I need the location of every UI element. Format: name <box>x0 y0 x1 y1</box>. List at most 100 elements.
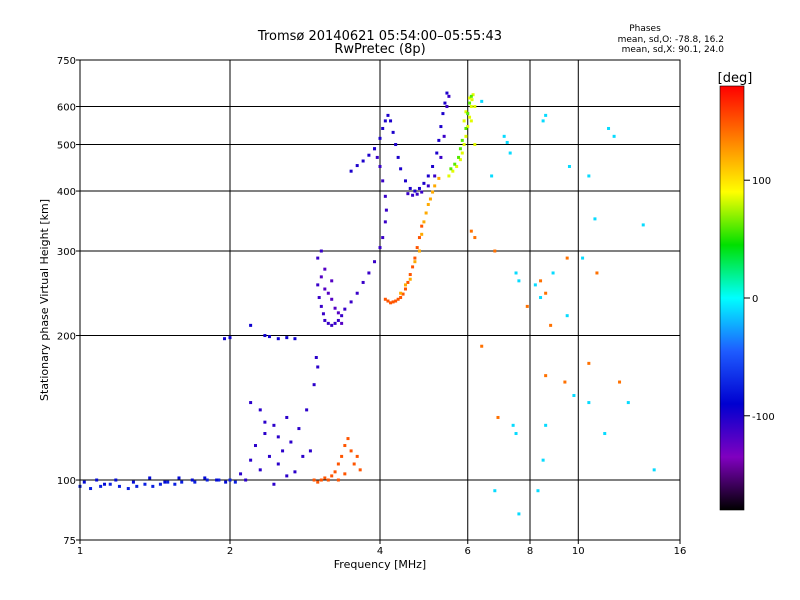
data-point <box>312 478 316 482</box>
data-point <box>373 260 377 264</box>
data-point <box>272 482 276 486</box>
data-point <box>340 314 344 318</box>
data-point <box>276 462 280 466</box>
data-point <box>408 273 412 277</box>
colorbar: [deg] 100 0 -100 <box>718 71 775 511</box>
data-point <box>383 194 387 198</box>
data-point <box>480 344 484 348</box>
data-point <box>316 365 320 369</box>
data-point <box>468 96 472 100</box>
data-point <box>297 427 301 431</box>
y-tick-label: 75 <box>63 536 76 547</box>
data-point <box>413 260 417 264</box>
data-point <box>612 134 616 138</box>
data-point <box>228 336 232 340</box>
data-point <box>420 224 424 228</box>
data-point <box>289 440 293 444</box>
data-point <box>355 291 359 295</box>
data-point <box>473 105 477 109</box>
data-point <box>381 126 385 130</box>
phases-heading: Phases <box>629 24 661 34</box>
data-point <box>249 401 253 405</box>
y-tick-label: 300 <box>57 247 76 258</box>
data-point <box>319 478 323 482</box>
data-point <box>389 301 393 305</box>
y-tick-label: 400 <box>57 187 76 198</box>
data-point <box>373 147 377 151</box>
data-point <box>223 337 227 341</box>
data-point <box>493 249 497 253</box>
data-point <box>323 267 327 271</box>
data-point <box>541 458 545 462</box>
data-point <box>514 432 518 436</box>
y-axis-label: Stationary phase Virtual Height [km] <box>38 199 51 401</box>
data-point <box>426 174 430 178</box>
data-point <box>413 189 417 193</box>
data-point <box>323 476 327 480</box>
data-point <box>480 99 484 103</box>
data-point <box>587 361 591 365</box>
data-point <box>228 478 232 482</box>
data-point <box>95 478 99 482</box>
data-point <box>399 296 403 300</box>
data-point <box>415 246 419 250</box>
data-point <box>378 246 382 250</box>
data-point <box>378 164 382 168</box>
data-point <box>466 112 470 116</box>
data-point <box>428 197 432 201</box>
data-point <box>333 470 337 474</box>
data-point <box>148 476 152 480</box>
data-point <box>396 297 400 301</box>
data-point <box>249 458 253 462</box>
data-point <box>424 211 428 215</box>
data-point <box>180 480 184 484</box>
data-point <box>544 423 548 427</box>
data-point <box>131 480 135 484</box>
data-point <box>462 119 466 123</box>
data-point <box>469 229 473 233</box>
data-point <box>517 512 521 516</box>
data-point <box>343 307 347 311</box>
data-point <box>470 98 474 102</box>
data-point <box>151 484 155 488</box>
x-tick-label: 16 <box>674 546 687 557</box>
data-point <box>464 134 468 138</box>
data-point <box>316 256 320 260</box>
data-point <box>581 256 585 260</box>
x-axis-label: Frequency [MHz] <box>334 558 426 571</box>
data-point <box>514 271 518 275</box>
data-point <box>263 334 267 338</box>
x-tick-label: 8 <box>527 546 533 557</box>
data-point <box>399 291 403 295</box>
data-point <box>330 323 334 327</box>
colorbar-gradient <box>719 85 745 511</box>
data-point <box>439 125 443 129</box>
data-point <box>383 297 387 301</box>
data-point <box>336 311 340 315</box>
data-point <box>340 454 344 458</box>
data-point <box>82 480 86 484</box>
data-point <box>493 489 497 493</box>
data-point <box>317 296 321 300</box>
data-point <box>391 130 395 134</box>
data-point <box>381 179 385 183</box>
data-point <box>389 119 393 123</box>
data-point <box>565 314 569 318</box>
phases-x-mode: mean, sd,X: 90.1, 24.0 <box>622 45 725 55</box>
data-point <box>361 159 365 163</box>
data-point <box>508 151 512 155</box>
data-point <box>381 236 385 240</box>
data-point <box>567 164 571 168</box>
data-point <box>177 476 181 480</box>
data-point <box>462 143 466 147</box>
data-point <box>517 279 521 283</box>
colorbar-tick-label: 100 <box>752 176 771 187</box>
data-point <box>267 335 271 339</box>
data-point <box>193 480 197 484</box>
data-point <box>305 408 309 412</box>
data-point <box>502 134 506 138</box>
data-point <box>358 468 362 472</box>
data-point <box>163 480 167 484</box>
data-point <box>375 155 379 159</box>
data-point <box>415 192 419 196</box>
